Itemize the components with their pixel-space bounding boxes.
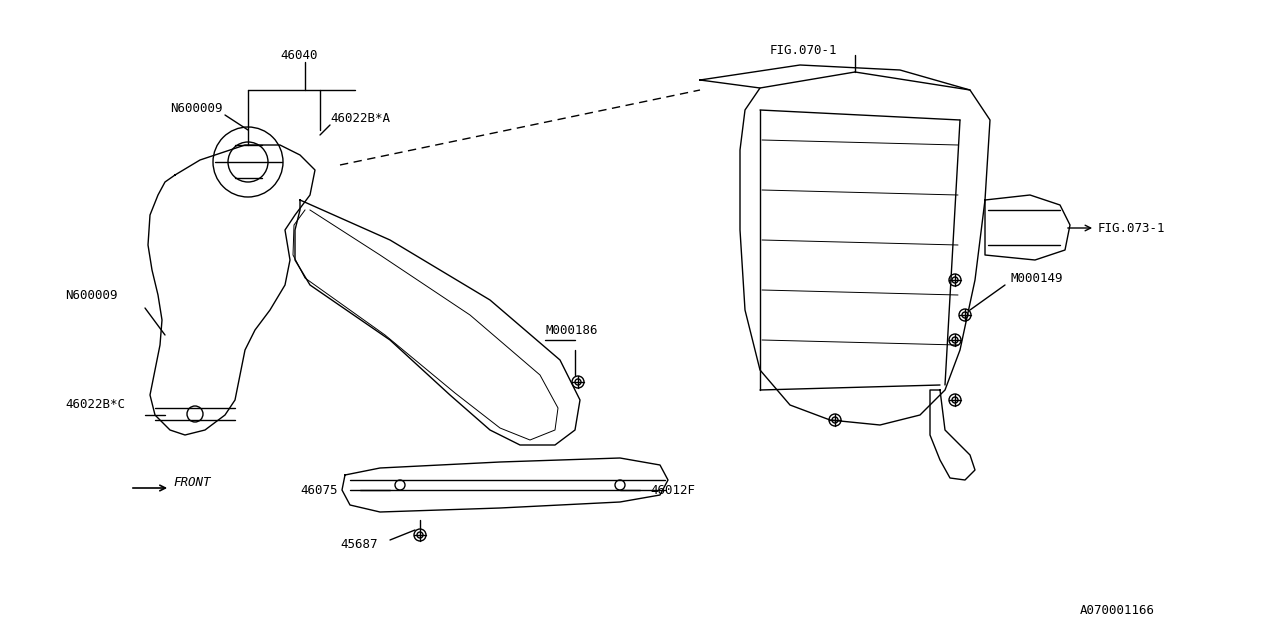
Circle shape [572, 376, 584, 388]
Text: N600009: N600009 [170, 102, 223, 115]
Text: 46012F: 46012F [650, 483, 695, 497]
Circle shape [959, 309, 972, 321]
Circle shape [413, 529, 426, 541]
Circle shape [948, 394, 961, 406]
Circle shape [948, 334, 961, 346]
Circle shape [952, 337, 957, 343]
Text: 46040: 46040 [280, 49, 317, 61]
Text: 45687: 45687 [340, 538, 378, 552]
Circle shape [829, 414, 841, 426]
Circle shape [952, 277, 957, 283]
Circle shape [963, 312, 968, 318]
Text: 46022B*A: 46022B*A [330, 111, 390, 125]
Circle shape [575, 379, 581, 385]
Text: FIG.070-1: FIG.070-1 [771, 44, 837, 56]
Text: 46075: 46075 [300, 483, 338, 497]
Text: A070001166: A070001166 [1080, 604, 1155, 616]
Text: FRONT: FRONT [173, 476, 210, 488]
Text: M000149: M000149 [1010, 271, 1062, 285]
Circle shape [832, 417, 838, 423]
Circle shape [417, 532, 422, 538]
Text: N600009: N600009 [65, 289, 118, 301]
Circle shape [952, 397, 957, 403]
Text: FIG.073-1: FIG.073-1 [1098, 221, 1166, 234]
Text: M000186: M000186 [545, 323, 598, 337]
Circle shape [948, 274, 961, 286]
Text: 46022B*C: 46022B*C [65, 399, 125, 412]
